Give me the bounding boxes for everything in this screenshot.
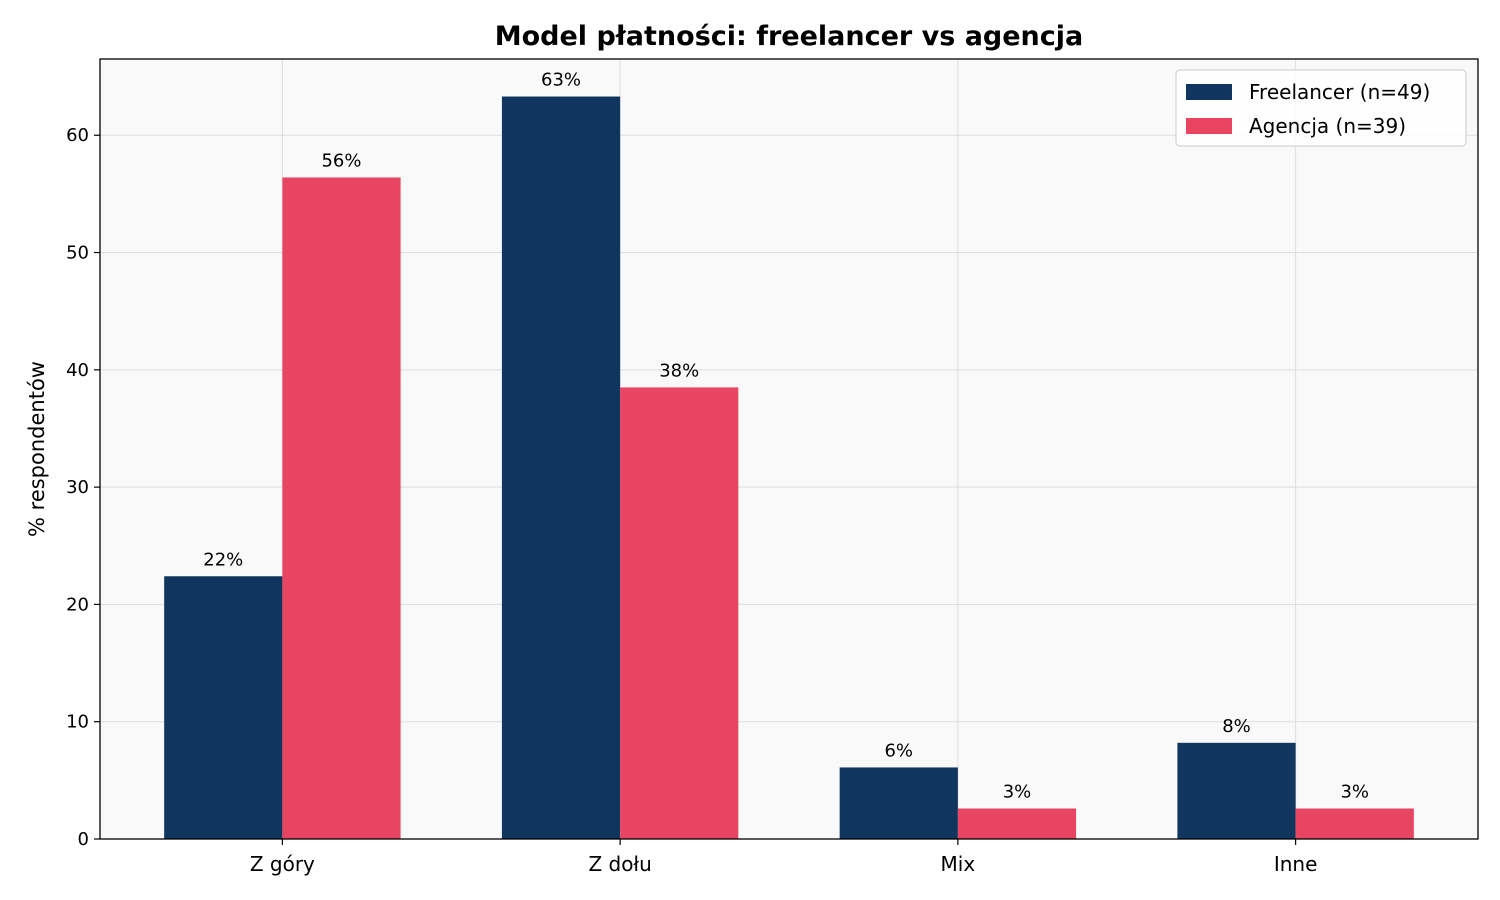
legend: Freelancer (n=49) Agencja (n=39) [1175,69,1467,147]
x-tick-label: Mix [941,852,976,876]
y-tick-label: 0 [78,829,89,850]
bar-freelancer [501,96,621,840]
legend-box [1175,69,1467,147]
x-tick-label: Inne [1274,852,1318,876]
plot-frame [99,58,1479,840]
bar-agencja [957,808,1077,839]
y-tick-label: 60 [66,125,89,146]
data-label: 38% [659,360,699,381]
chart-title: Model płatności: freelancer vs agencja [495,21,1084,52]
data-label: 56% [321,150,361,171]
axes: 0 10 20 30 40 50 60 Z góry Z dołu Mix Inne [66,125,1317,876]
bars [164,96,1414,840]
y-tick-label: 20 [66,594,89,615]
bar-freelancer [839,767,958,839]
x-tick-label: Z góry [250,852,315,876]
legend-swatch [1186,118,1232,134]
bar-freelancer [164,576,283,839]
x-tick-label: Z dołu [588,852,651,876]
bar-freelancer [1177,742,1296,839]
y-tick-label: 40 [66,360,89,381]
y-tick-label: 10 [66,712,89,733]
data-label: 3% [1340,782,1369,803]
data-label: 3% [1003,782,1032,803]
legend-label: Agencja (n=39) [1249,114,1406,138]
data-label: 8% [1222,716,1251,737]
bar-agencja [1295,808,1414,839]
data-labels: 22% 63% 6% 8% 56% 38% 3% 3% [203,70,1369,803]
data-label: 63% [541,70,581,91]
legend-swatch [1186,84,1232,100]
data-label: 6% [884,740,913,761]
legend-label: Freelancer (n=49) [1249,80,1430,104]
data-label: 22% [203,549,243,570]
bar-agencja [620,387,739,839]
y-tick-label: 30 [66,477,89,498]
y-axis-label: % respondentów [25,361,49,537]
bar-agencja [282,177,401,839]
y-tick-label: 50 [66,243,89,264]
